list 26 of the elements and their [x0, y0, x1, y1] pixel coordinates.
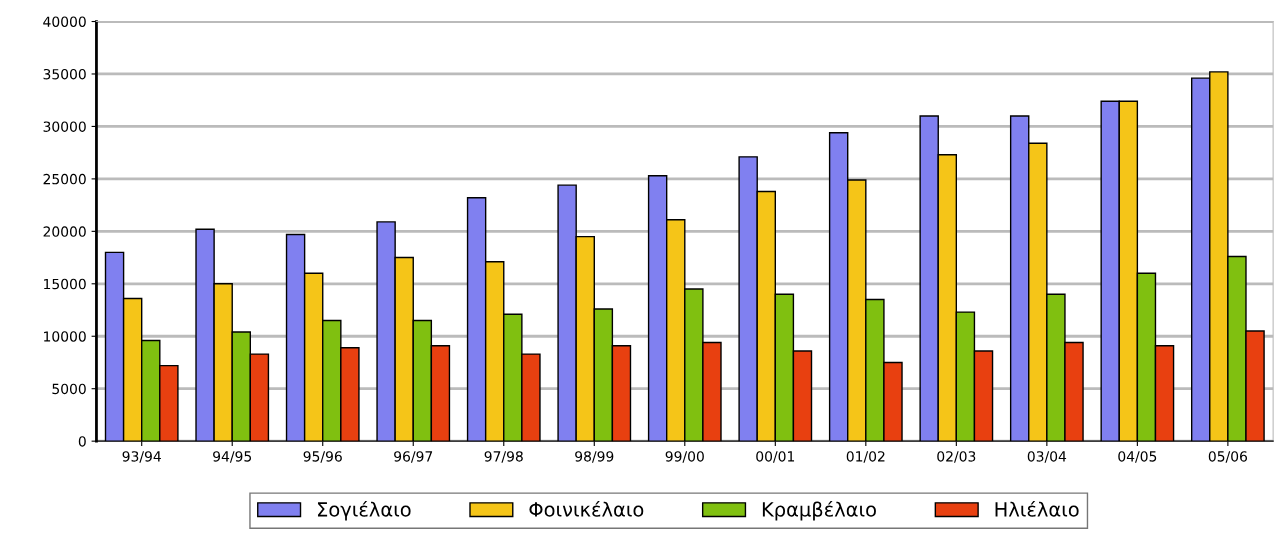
- y-tick-label: 20000: [43, 226, 86, 237]
- x-tick-label: 95/96: [303, 451, 342, 463]
- y-tick-label: 0: [78, 436, 86, 447]
- y-tick-label: 30000: [43, 121, 86, 132]
- x-tick-label: 03/04: [1027, 451, 1067, 463]
- legend-label: Φοινικέλαιο: [529, 500, 644, 517]
- x-tick-label: 05/06: [1208, 451, 1248, 463]
- x-tick-label: 01/02: [846, 451, 885, 463]
- y-tick-label: 35000: [43, 68, 86, 80]
- legend-label: Ηλιέλαιο: [995, 500, 1079, 517]
- y-tick-label: 5000: [52, 383, 86, 395]
- x-tick-label: 93/94: [122, 451, 161, 463]
- x-tick-label: 97/98: [484, 451, 523, 463]
- y-tick-label: 10000: [44, 331, 86, 342]
- x-tick-label: 99/00: [665, 451, 704, 463]
- y-tick-label: 25000: [43, 173, 86, 185]
- x-tick-label: 02/03: [937, 451, 976, 463]
- x-tick-label: 00/01: [756, 451, 795, 463]
- x-tick-label: 98/99: [575, 451, 614, 463]
- legend-label: Κραμβέλαιο: [762, 500, 876, 521]
- x-tick-label: 94/95: [213, 451, 252, 463]
- legend-label: Σογιέλαιο: [317, 500, 411, 521]
- x-tick-label: 04/05: [1118, 451, 1157, 463]
- x-tick-label: 96/97: [394, 451, 433, 463]
- y-tick-label: 40000: [43, 16, 86, 27]
- y-tick-label: 15000: [44, 278, 86, 290]
